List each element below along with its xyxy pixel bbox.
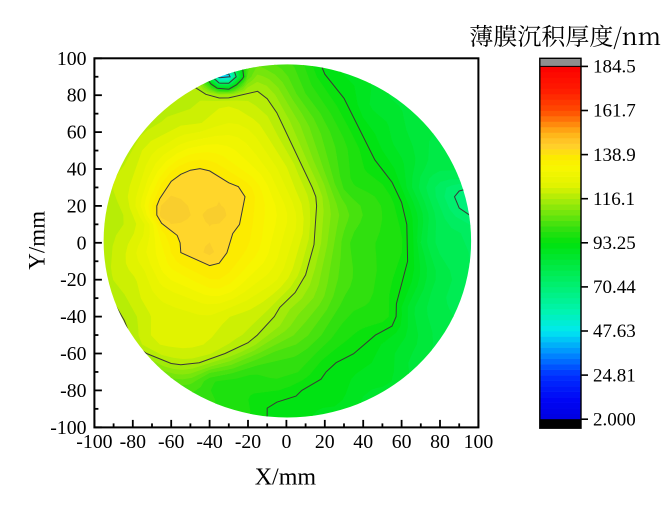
svg-text:80: 80 — [430, 431, 450, 453]
svg-text:40: 40 — [67, 159, 87, 181]
svg-text:-60: -60 — [60, 343, 86, 365]
svg-text:60: 60 — [67, 122, 87, 144]
svg-text:20: 20 — [67, 195, 87, 217]
svg-text:2.000: 2.000 — [593, 409, 636, 430]
svg-text:0: 0 — [281, 431, 291, 453]
svg-text:100: 100 — [464, 431, 494, 453]
svg-text:-40: -40 — [60, 306, 86, 328]
svg-text:-60: -60 — [158, 431, 184, 453]
svg-text:184.5: 184.5 — [593, 57, 636, 78]
svg-text:161.7: 161.7 — [593, 101, 636, 122]
svg-text:40: 40 — [353, 431, 373, 453]
svg-text:0: 0 — [77, 232, 87, 254]
svg-text:-20: -20 — [60, 269, 86, 291]
svg-text:-100: -100 — [50, 417, 86, 439]
svg-text:80: 80 — [67, 85, 87, 107]
svg-text:-80: -80 — [60, 380, 86, 402]
svg-text:-80: -80 — [120, 431, 146, 453]
svg-text:-40: -40 — [196, 431, 222, 453]
svg-text:24.81: 24.81 — [593, 365, 636, 386]
svg-text:70.44: 70.44 — [593, 277, 636, 298]
svg-text:-100: -100 — [76, 431, 112, 453]
svg-text:20: 20 — [315, 431, 335, 453]
svg-text:138.9: 138.9 — [593, 145, 636, 166]
svg-text:60: 60 — [392, 431, 412, 453]
svg-text:Y/mm: Y/mm — [24, 211, 49, 270]
svg-text:93.25: 93.25 — [593, 233, 636, 254]
svg-text:116.1: 116.1 — [593, 189, 635, 210]
svg-text:X/mm: X/mm — [255, 465, 317, 491]
svg-text:100: 100 — [57, 48, 87, 70]
svg-text:-20: -20 — [235, 431, 261, 453]
svg-text:47.63: 47.63 — [593, 321, 636, 342]
